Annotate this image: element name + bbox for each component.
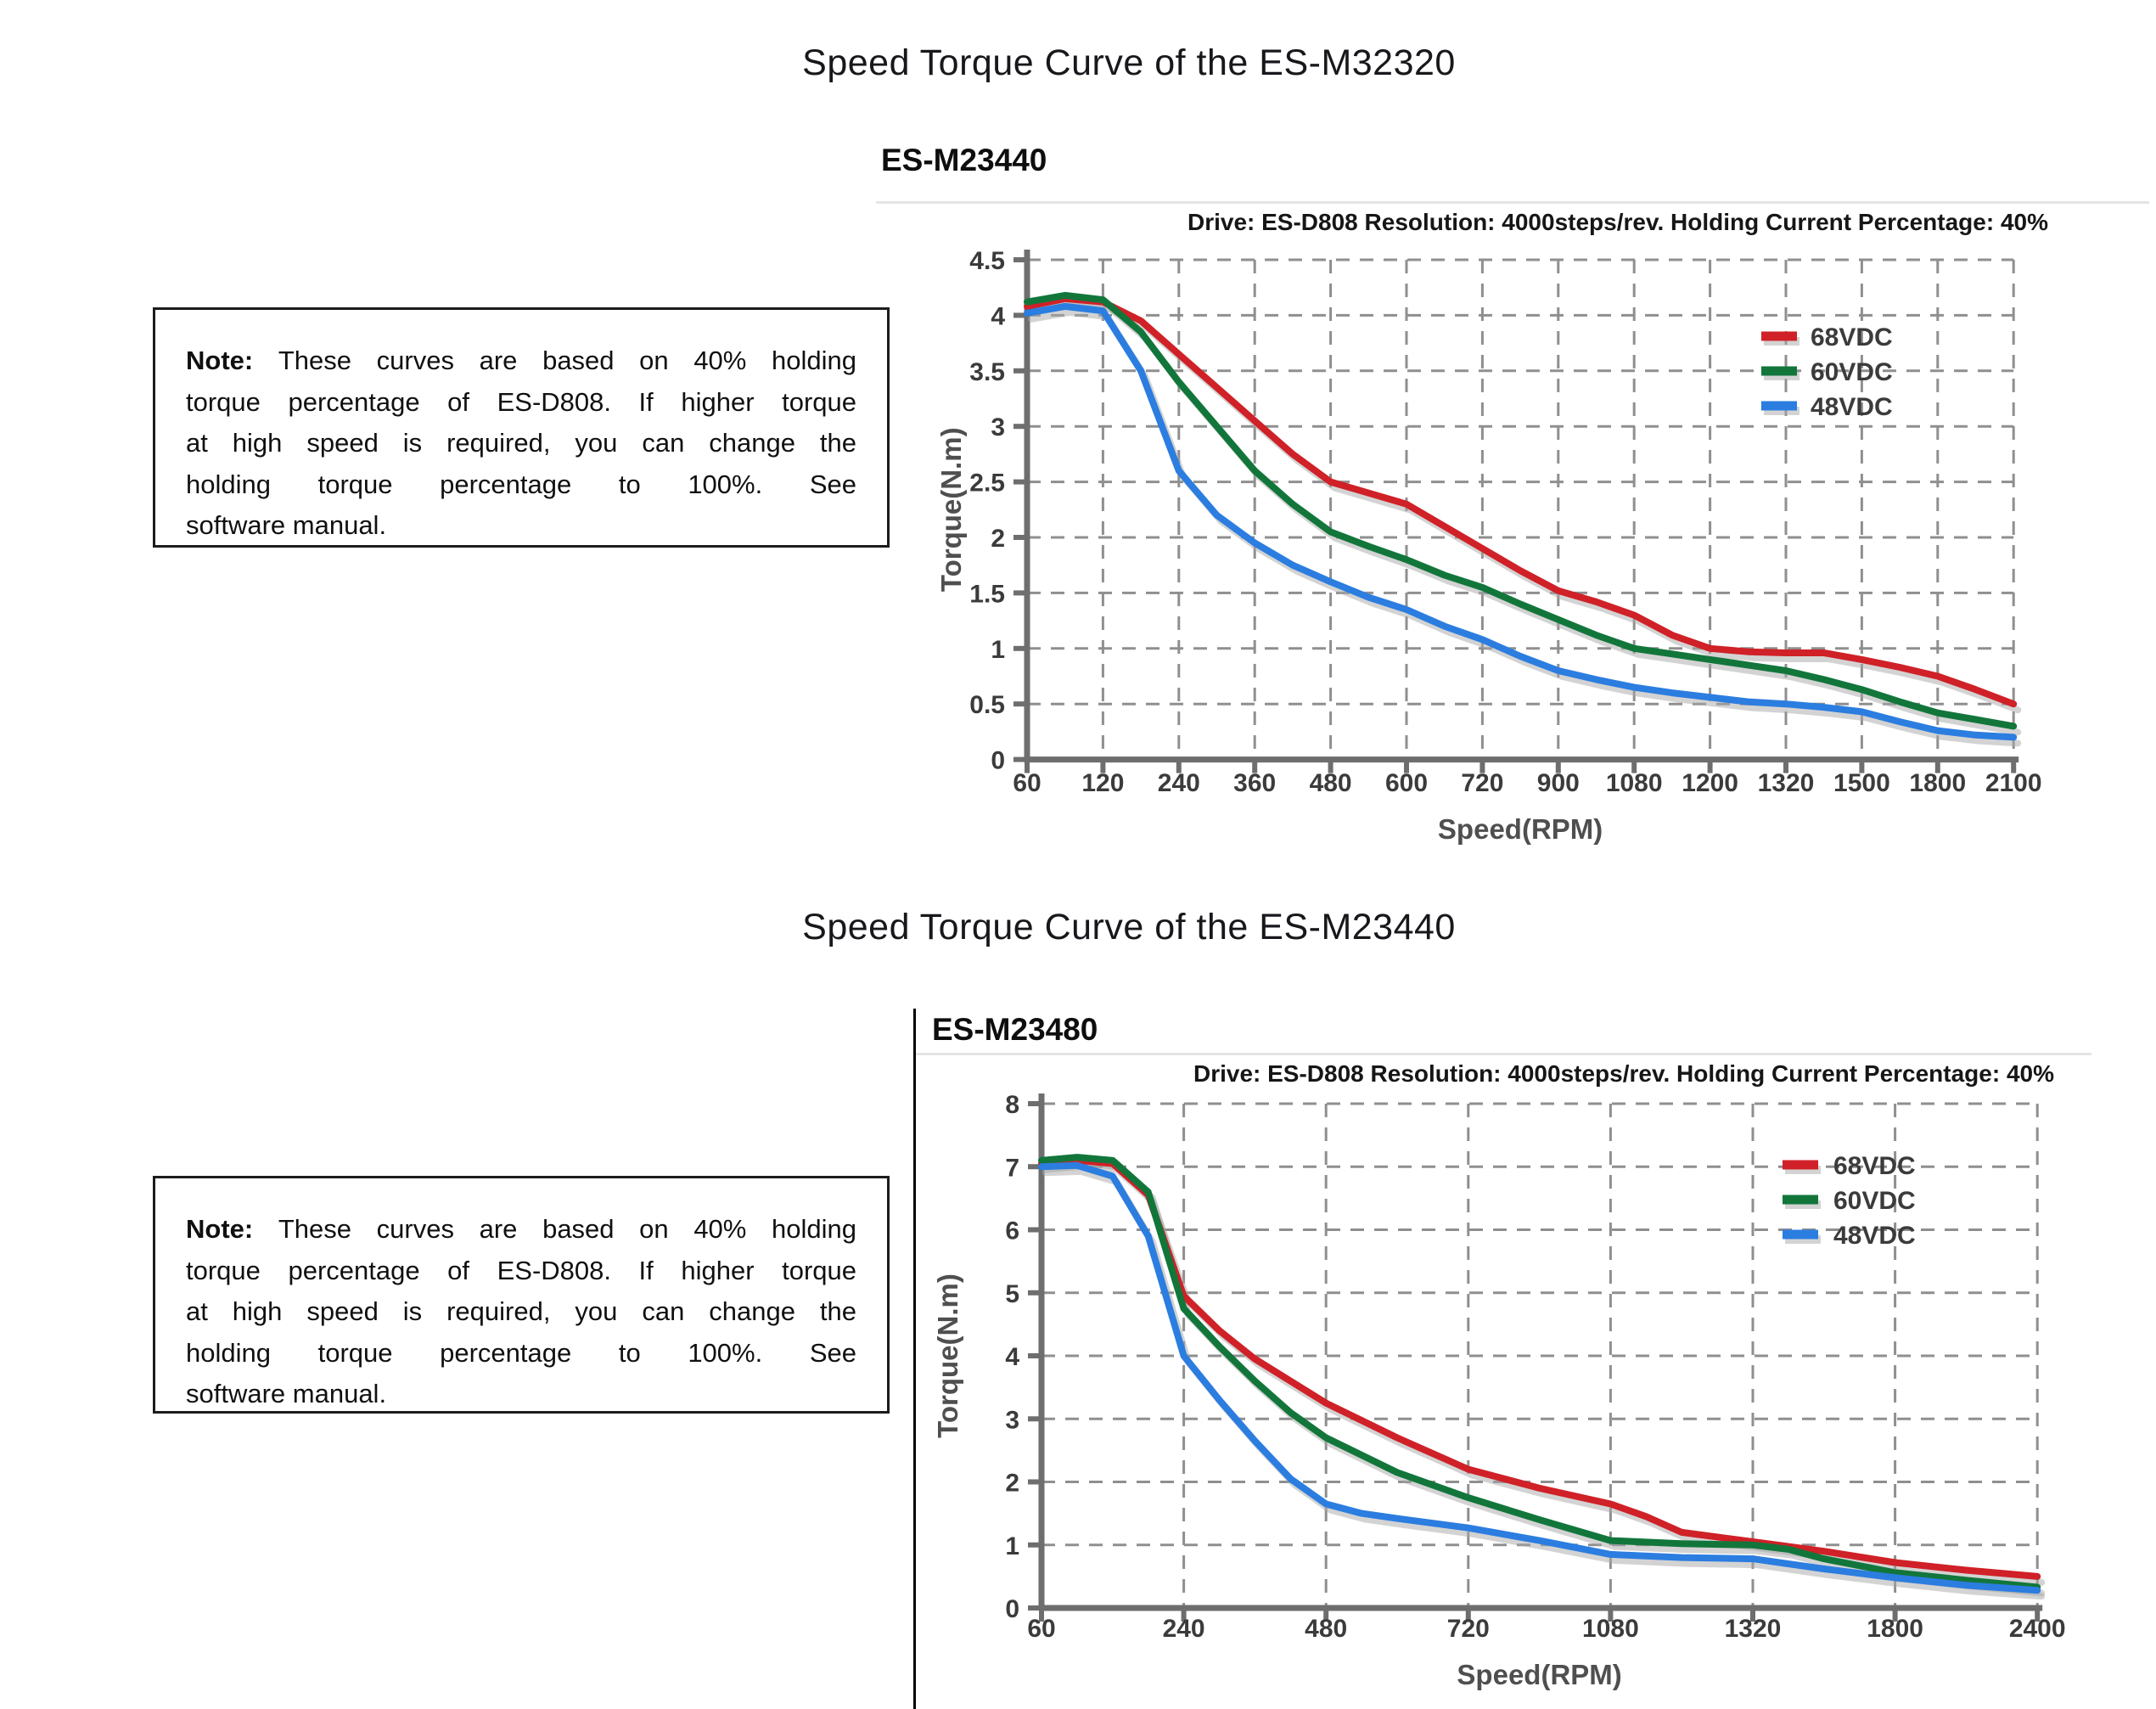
note-line: torque percentage of ES-D808. If higher …	[186, 386, 856, 417]
y-axis-title: Torque(N.m)	[935, 427, 967, 592]
page-title-top: Speed Torque Curve of the ES-M32320	[802, 42, 1456, 83]
x-tick-label: 480	[1310, 769, 1352, 797]
note-line: Note: These curves are based on 40% hold…	[186, 346, 856, 375]
x-tick-label: 2400	[2009, 1615, 2066, 1643]
x-tick-label: 1800	[1867, 1615, 1923, 1643]
chart2-subtitle: Drive: ES-D808 Resolution: 4000steps/rev…	[1193, 1060, 2054, 1087]
legend-label-60VDC: 60VDC	[1811, 358, 1893, 386]
note-line: at high speed is required, you can chang…	[186, 428, 856, 458]
y-tick-label: 1	[991, 636, 1005, 664]
y-tick-label: 2.5	[969, 469, 1005, 498]
legend-label-48VDC: 48VDC	[1833, 1222, 1916, 1250]
x-axis-title: Speed(RPM)	[1457, 1659, 1621, 1690]
speed-torque-chart-es-m23440: 0 0.5 1 1.5 2 2.5 3 3.5 4 4.5 60 120 240 360 480 600 720…	[935, 247, 2042, 845]
x-tick-label: 720	[1447, 1615, 1490, 1643]
x-axis-title: Speed(RPM)	[1438, 813, 1603, 845]
note-box: Note: These curves are based on 40% hold…	[153, 307, 890, 548]
x-tick-label: 240	[1163, 1615, 1205, 1643]
curve-60VDC	[1038, 1154, 2041, 1591]
y-tick-label: 4	[1005, 1343, 1019, 1371]
y-tick-label: 4.5	[969, 247, 1005, 275]
note-line: holding torque percentage to 100%. See	[186, 469, 856, 499]
note-line: Note: These curves are based on 40% hold…	[186, 1214, 856, 1244]
note-line: software manual.	[186, 1379, 387, 1408]
x-tick-label: 2100	[1985, 769, 2042, 797]
page-title-middle: Speed Torque Curve of the ES-M23440	[802, 907, 1456, 947]
curve-48VDC	[1024, 302, 2018, 741]
note-line: torque percentage of ES-D808. If higher …	[186, 1255, 856, 1285]
y-tick-label: 8	[1005, 1091, 1019, 1119]
y-tick-label: 3	[991, 413, 1005, 441]
x-tick-label: 1800	[1909, 769, 1966, 797]
y-tick-label: 0	[991, 747, 1005, 775]
note-line: at high speed is required, you can chang…	[186, 1296, 856, 1326]
x-tick-label: 240	[1158, 769, 1200, 797]
note-line: holding torque percentage to 100%. See	[186, 1337, 856, 1368]
x-tick-label: 900	[1537, 769, 1580, 797]
y-tick-label: 2	[1005, 1470, 1019, 1498]
legend-label-48VDC: 48VDC	[1811, 393, 1893, 421]
x-tick-label: 120	[1081, 769, 1124, 797]
x-tick-label: 1320	[1725, 1615, 1782, 1643]
legend-label-68VDC: 68VDC	[1811, 323, 1893, 351]
x-tick-label: 720	[1461, 769, 1503, 797]
y-tick-label: 1.5	[969, 580, 1005, 608]
x-tick-label: 360	[1233, 769, 1276, 797]
y-tick-label: 6	[1005, 1217, 1019, 1245]
chart1-model-heading: ES-M23440	[881, 143, 1047, 177]
x-tick-label: 1500	[1833, 769, 1890, 797]
curve-68VDC	[1024, 295, 2018, 708]
y-tick-label: 0.5	[969, 691, 1005, 719]
x-tick-label: 60	[1013, 769, 1041, 797]
curve-48VDC	[1038, 1161, 2041, 1594]
y-tick-label: 3	[1005, 1406, 1019, 1434]
table-border-line	[913, 1009, 916, 1709]
legend-label-60VDC: 60VDC	[1833, 1187, 1916, 1215]
divider-line	[876, 201, 2149, 204]
x-tick-label: 600	[1385, 769, 1428, 797]
y-tick-label: 5	[1005, 1280, 1019, 1308]
y-tick-label: 0	[1005, 1595, 1019, 1623]
x-tick-label: 1200	[1682, 769, 1738, 797]
y-axis-title: Torque(N.m)	[932, 1273, 963, 1438]
note-line: software manual.	[186, 510, 387, 540]
y-tick-label: 3.5	[969, 358, 1005, 386]
chart1-subtitle: Drive: ES-D808 Resolution: 4000steps/rev…	[1187, 209, 2048, 235]
y-tick-label: 4	[991, 302, 1005, 330]
x-tick-label: 1080	[1582, 1615, 1639, 1643]
note-label: Note:	[186, 1214, 278, 1244]
x-tick-label: 1320	[1758, 769, 1815, 797]
note-box: Note: These curves are based on 40% hold…	[153, 1176, 890, 1414]
divider-line	[916, 1053, 2091, 1055]
speed-torque-chart-es-m23480: 0 1 2 3 4 5 6 7 8 60 240 480 720 1080 1320 1800 2400 Spee…	[932, 1091, 2066, 1690]
y-tick-label: 2	[991, 525, 1005, 553]
y-tick-label: 1	[1005, 1532, 1019, 1560]
y-tick-label: 7	[1005, 1154, 1019, 1182]
curve-60VDC	[1024, 291, 2018, 730]
legend-label-68VDC: 68VDC	[1833, 1152, 1916, 1180]
x-tick-label: 480	[1305, 1615, 1347, 1643]
x-tick-label: 60	[1027, 1615, 1055, 1643]
chart2-model-heading: ES-M23480	[932, 1012, 1098, 1047]
x-tick-label: 1080	[1606, 769, 1663, 797]
note-label: Note:	[186, 346, 278, 375]
